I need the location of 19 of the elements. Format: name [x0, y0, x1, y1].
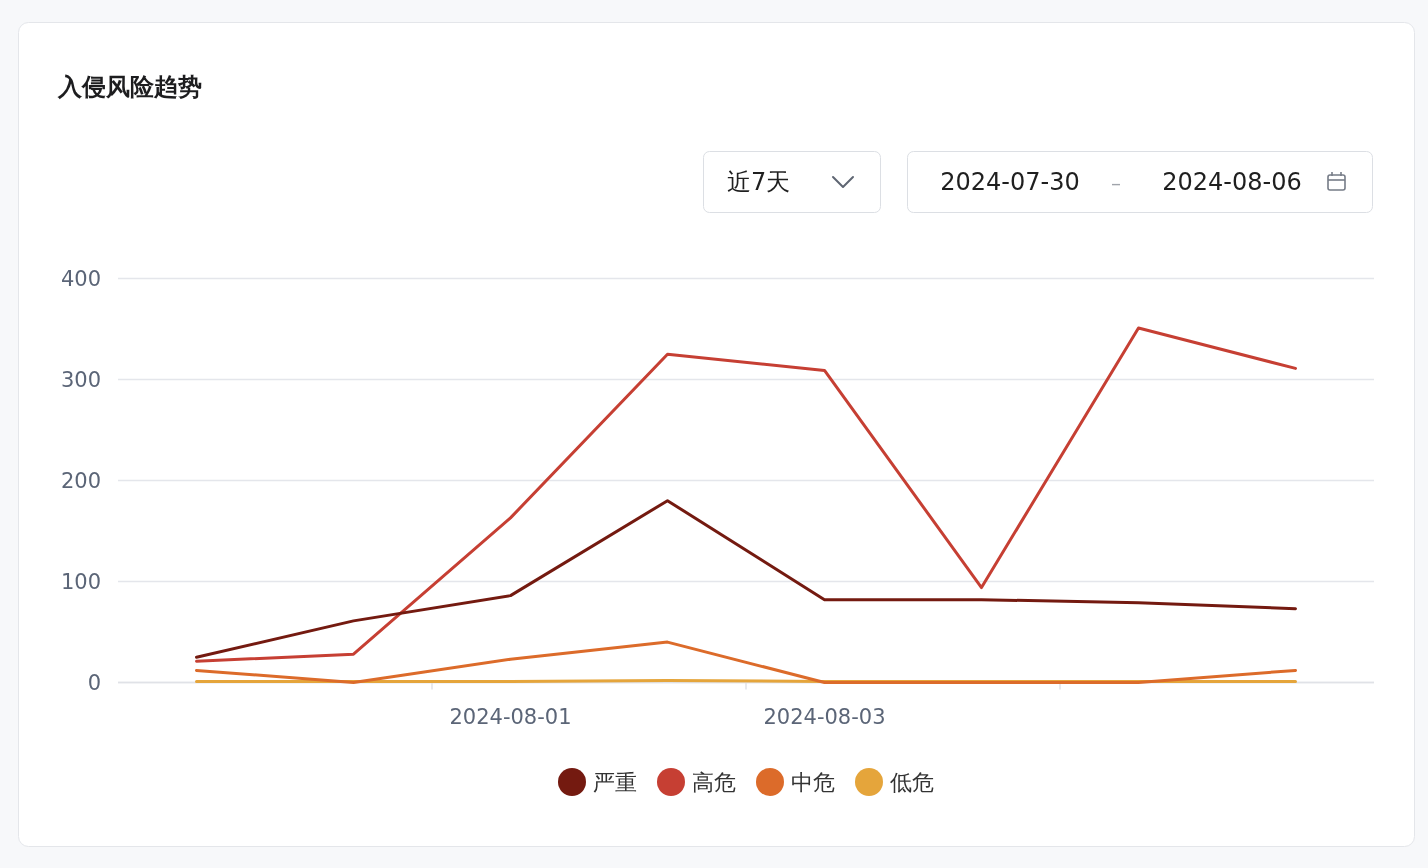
legend-label: 低危 [890, 769, 934, 795]
legend-label: 高危 [692, 769, 736, 795]
y-tick-label: 0 [87, 670, 101, 695]
legend-label: 严重 [593, 769, 637, 795]
y-tick-label: 200 [60, 468, 101, 493]
text: – [1111, 171, 1121, 195]
y-tick-label: 400 [60, 266, 101, 291]
line-series [195, 499, 1297, 659]
text: 2024-07-30 [940, 168, 1080, 196]
chart-title: 入侵风险趋势 [57, 73, 202, 101]
x-tick-label: 2024-08-03 [763, 705, 886, 729]
line-series [195, 326, 1297, 663]
legend-label: 中危 [791, 769, 835, 795]
y-tick-label: 100 [60, 569, 101, 594]
line-series [195, 640, 1297, 684]
y-tick-label: 300 [60, 367, 101, 392]
text: 2024-08-06 [1162, 168, 1302, 196]
x-tick-label: 2024-08-01 [449, 705, 572, 729]
text: 近7天 [727, 168, 791, 196]
